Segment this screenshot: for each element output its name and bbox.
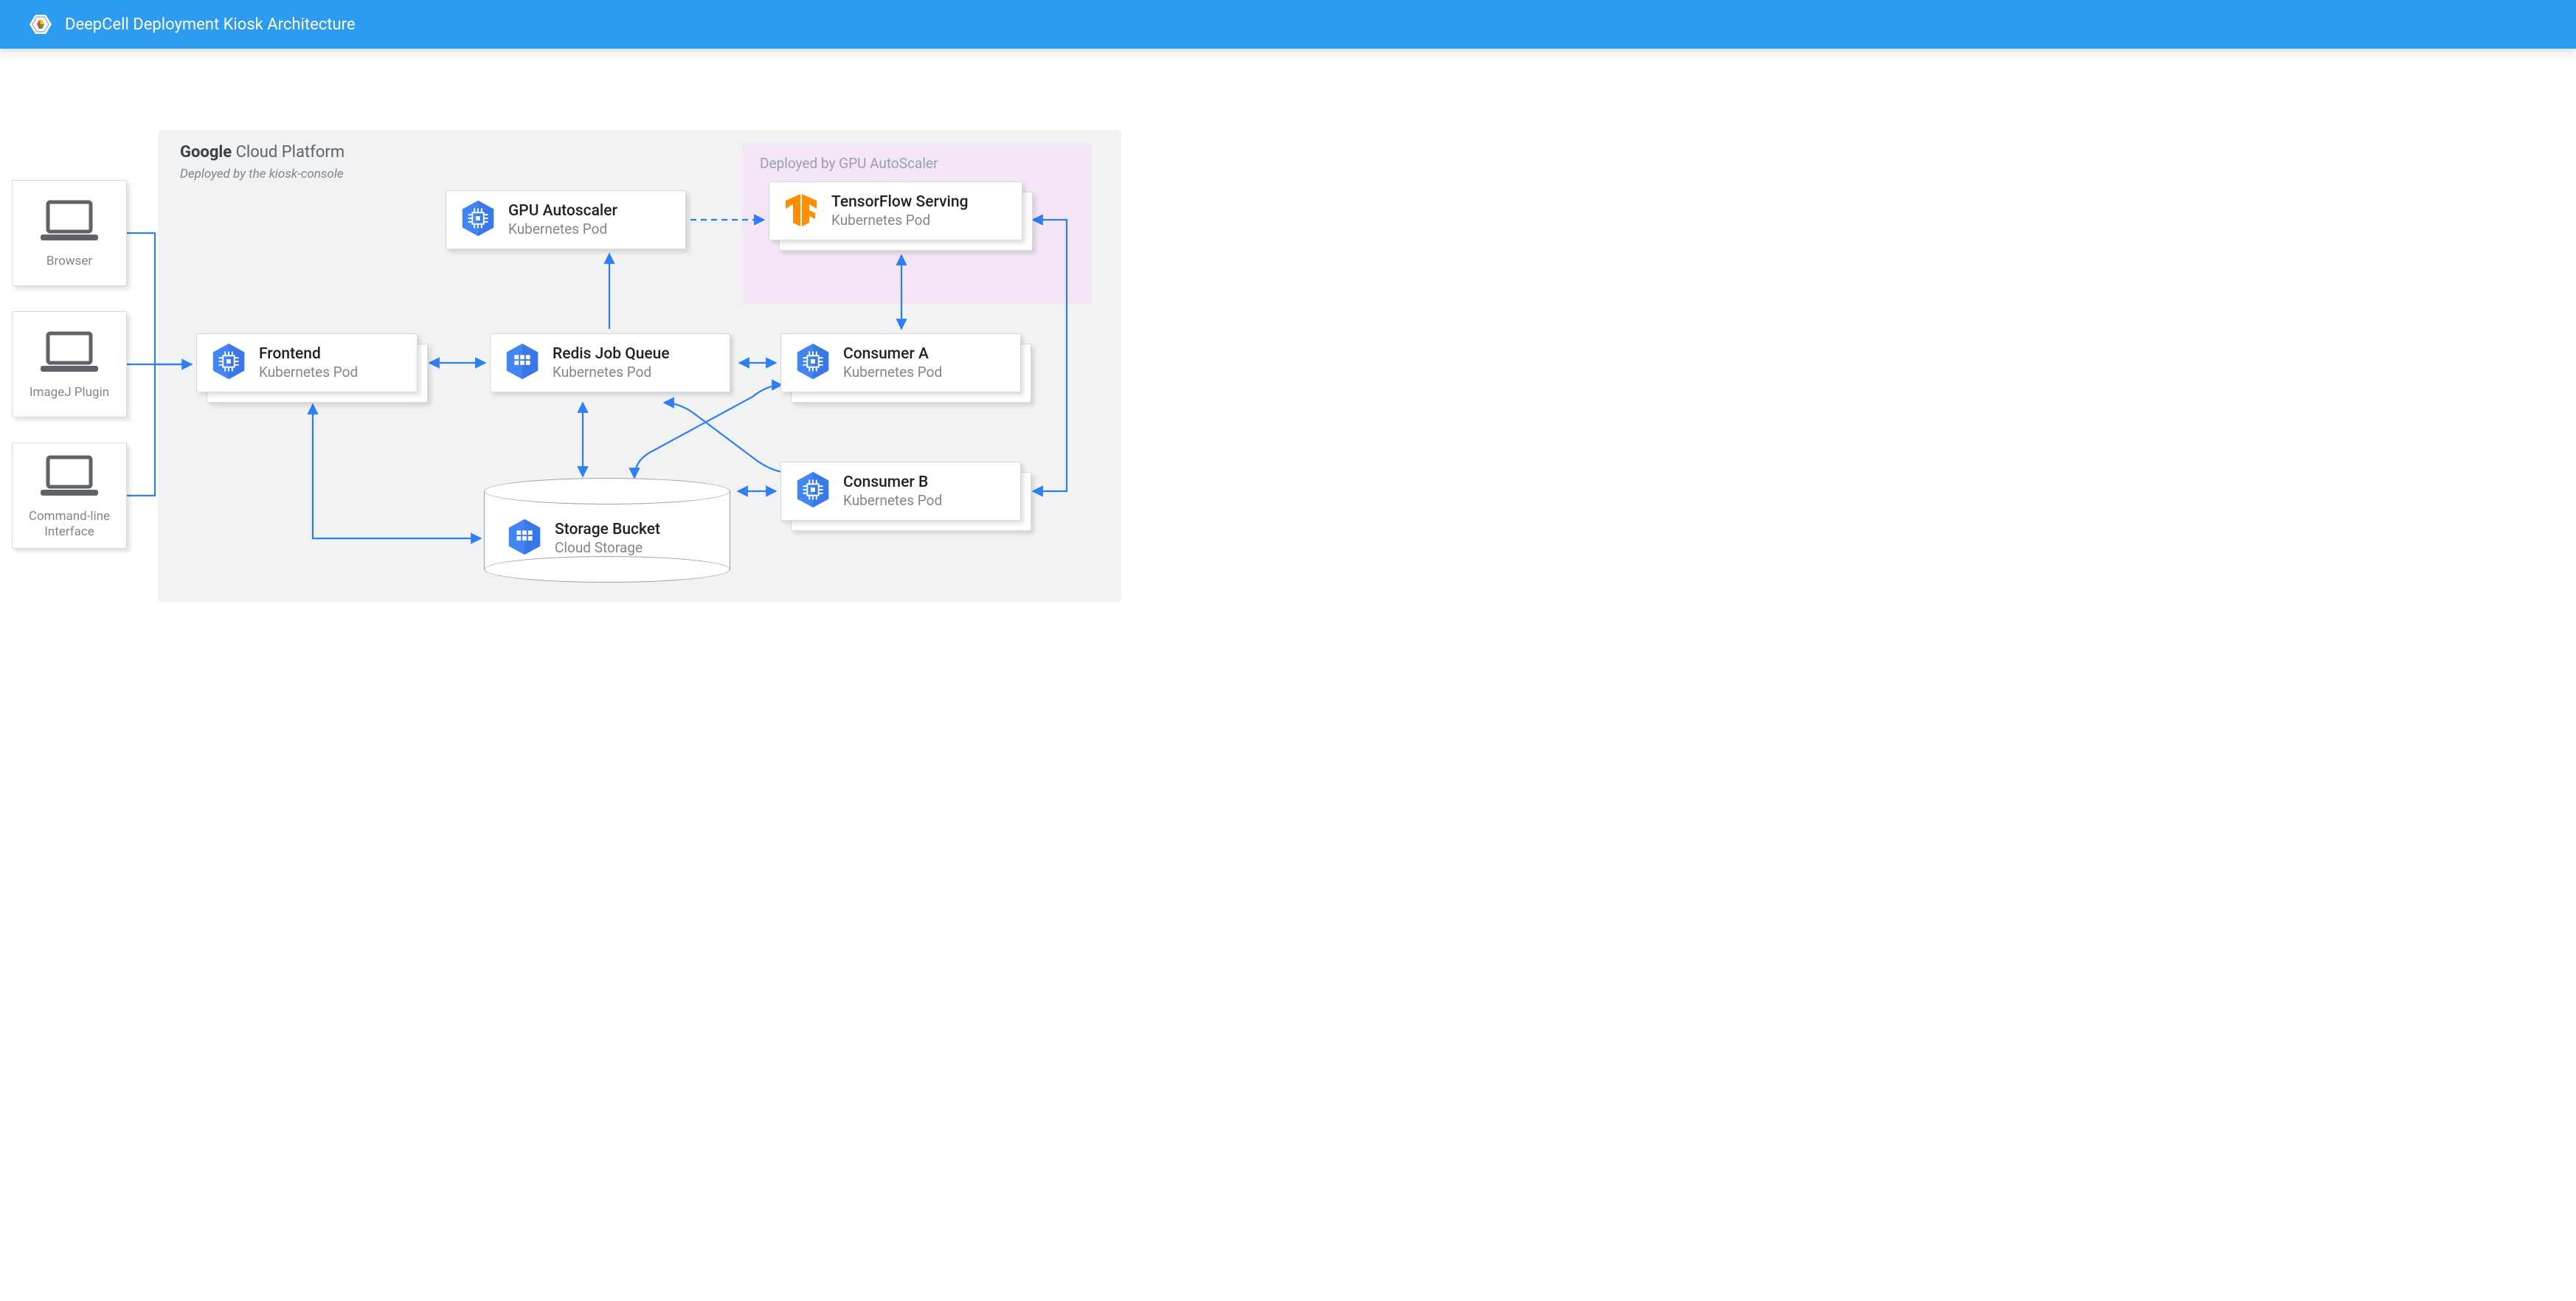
tf-pod: TensorFlow Serving Kubernetes Pod: [769, 181, 1022, 240]
storage-bucket-node: Storage Bucket Cloud Storage: [484, 478, 730, 583]
header-title: DeepCell Deployment Kiosk Architecture: [65, 15, 356, 34]
gcp-region-title: Google Cloud Platform: [180, 143, 344, 162]
pod-title: Redis Job Queue: [553, 344, 670, 364]
gpu-pod: GPU Autoscaler Kubernetes Pod: [446, 190, 686, 249]
tf-icon: [781, 190, 821, 232]
pod-title: Consumer B: [843, 473, 942, 492]
client-label: Command-line Interface: [17, 509, 122, 541]
pod-title: Consumer A: [843, 344, 942, 364]
diagram-canvas: Google Cloud Platform Deployed by the ki…: [0, 49, 1136, 609]
edge: [127, 364, 155, 496]
pod-subtitle: Kubernetes Pod: [831, 212, 968, 229]
redis-pod: Redis Job Queue Kubernetes Pod: [490, 333, 730, 392]
pod-title: GPU Autoscaler: [508, 201, 617, 221]
laptop-icon: [38, 454, 101, 502]
gcp-region-subtitle: Deployed by the kiosk-console: [180, 167, 344, 181]
grid-icon: [502, 341, 542, 384]
laptop-icon: [38, 330, 101, 378]
gcp-logo-icon: [30, 15, 52, 34]
client-label: ImageJ Plugin: [30, 385, 109, 400]
storage-subtitle: Cloud Storage: [555, 539, 660, 557]
pod-subtitle: Kubernetes Pod: [259, 364, 358, 381]
pod-subtitle: Kubernetes Pod: [508, 221, 617, 238]
laptop-icon: [38, 199, 101, 246]
client-command-line-interface: Command-line Interface: [12, 443, 127, 549]
chip-icon: [458, 198, 498, 241]
storage-title: Storage Bucket: [555, 520, 660, 539]
pod-subtitle: Kubernetes Pod: [843, 492, 942, 510]
frontend-pod: Frontend Kubernetes Pod: [196, 333, 418, 392]
header-bar: DeepCell Deployment Kiosk Architecture: [0, 0, 2576, 49]
consA-pod: Consumer A Kubernetes Pod: [780, 333, 1021, 392]
client-label: Browser: [46, 254, 92, 269]
consB-pod: Consumer B Kubernetes Pod: [780, 462, 1021, 521]
chip-icon: [793, 470, 833, 513]
autoscaler-region-title: Deployed by GPU AutoScaler: [760, 155, 938, 172]
pod-subtitle: Kubernetes Pod: [553, 364, 670, 381]
grid-icon: [505, 517, 544, 560]
pod-title: TensorFlow Serving: [831, 192, 968, 212]
client-imagej-plugin: ImageJ Plugin: [12, 311, 127, 417]
client-browser: Browser: [12, 180, 127, 286]
chip-icon: [209, 341, 249, 384]
pod-subtitle: Kubernetes Pod: [843, 364, 942, 381]
pod-title: Frontend: [259, 344, 358, 364]
chip-icon: [793, 341, 833, 384]
